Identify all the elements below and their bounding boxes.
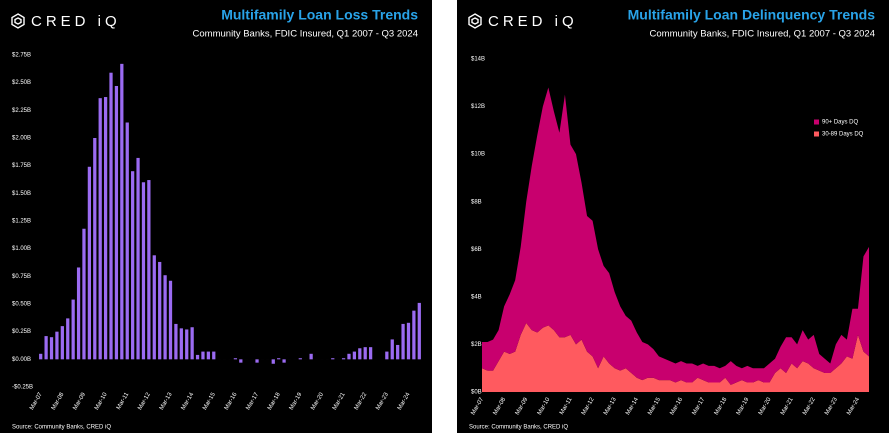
y-tick-label: $1.50B (12, 191, 31, 197)
bar (163, 275, 167, 360)
y-tick-label: $0.75B (12, 274, 31, 280)
bar (174, 323, 178, 360)
bar (71, 299, 75, 360)
bar (385, 351, 389, 360)
bar (401, 323, 405, 360)
y-tick-label: $0.00B (12, 357, 31, 363)
bar (103, 97, 108, 360)
bar (152, 255, 156, 360)
bar (233, 358, 238, 360)
bar (141, 182, 146, 360)
bar (282, 359, 286, 363)
bar (201, 351, 205, 360)
bar (195, 354, 200, 360)
legend-label: 30-89 Days DQ (822, 132, 864, 138)
bar (417, 302, 421, 360)
bar (206, 351, 210, 360)
bar (190, 327, 194, 360)
bar (271, 359, 275, 364)
y-tick-label: $14B (471, 57, 485, 63)
y-tick-label: $2.75B (12, 53, 31, 59)
y-tick-label: $12B (471, 104, 485, 110)
bar (185, 329, 189, 360)
bar (87, 166, 92, 360)
bar (396, 344, 400, 360)
bar (120, 63, 124, 360)
chart-panel: CRED iQ Multifamily Loan Loss Trends Commu… (11, 7, 421, 431)
area (482, 87, 869, 385)
bar (352, 351, 357, 360)
bar (358, 348, 362, 360)
bar (158, 261, 162, 360)
y-tick-label: $1.75B (12, 163, 31, 169)
bar (331, 358, 335, 360)
y-tick-label: $0.50B (12, 302, 31, 308)
y-tick-label: $8B (471, 199, 482, 205)
y-tick-label: $2.50B (12, 80, 31, 86)
bar (136, 157, 140, 360)
bar (179, 328, 183, 360)
y-tick-label: $2B (471, 342, 482, 348)
y-tick-label: $1.00B (12, 246, 31, 252)
y-tick-label: $4B (471, 294, 482, 300)
bar (147, 180, 151, 360)
bar (55, 331, 59, 360)
bar (66, 318, 70, 360)
y-tick-label: $2.00B (12, 136, 31, 142)
logo-icon (11, 13, 25, 29)
bar (347, 353, 351, 360)
legend-swatch (814, 119, 819, 125)
y-tick-label: -$0.25B (12, 385, 33, 391)
logo-icon (468, 13, 482, 29)
bar (39, 353, 43, 360)
y-tick-label: $10B (471, 152, 485, 158)
panel-background (0, 0, 432, 433)
bar (255, 359, 259, 363)
bar (168, 280, 173, 360)
bar (309, 353, 313, 360)
chart-title: Multifamily Loan Loss Trends (221, 7, 418, 23)
bar (114, 85, 119, 360)
logo-text: CRED iQ (488, 13, 578, 30)
bar (363, 347, 367, 360)
chart-subtitle: Community Banks, FDIC Insured, Q1 2007 -… (193, 29, 418, 40)
y-tick-label: $2.25B (12, 108, 31, 114)
source-note: Source: Community Banks, CRED iQ (469, 425, 568, 431)
bar (109, 72, 113, 360)
bar (76, 267, 81, 360)
bar (406, 322, 411, 360)
chart-title: Multifamily Loan Delinquency Trends (628, 7, 876, 23)
y-tick-label: $6B (471, 247, 482, 253)
y-tick-label: $1.25B (12, 219, 31, 225)
chart-subtitle: Community Banks, FDIC Insured, Q1 2007 -… (650, 29, 875, 40)
y-tick-label: $0.25B (12, 329, 31, 335)
legend-swatch (814, 131, 819, 137)
bar (390, 339, 394, 360)
bar (277, 358, 281, 360)
bar (131, 171, 135, 360)
bar (368, 347, 373, 360)
bar (125, 122, 129, 360)
bar (49, 337, 54, 360)
area (482, 323, 869, 392)
logo: CRED iQ (468, 13, 578, 30)
bar (239, 359, 243, 363)
y-tick-label: $0B (471, 390, 482, 396)
source-note: Source: Community Banks, CRED iQ (12, 425, 111, 431)
bar (93, 138, 97, 360)
bar (412, 310, 416, 360)
bar (44, 336, 48, 360)
legend-label: 90+ Days DQ (822, 120, 859, 126)
logo-text: CRED iQ (31, 13, 121, 30)
bar (212, 351, 216, 360)
bar (341, 358, 346, 360)
bar (98, 98, 102, 360)
bar (60, 326, 64, 360)
logo: CRED iQ (11, 13, 121, 30)
bar (298, 358, 302, 360)
bar (82, 228, 86, 360)
